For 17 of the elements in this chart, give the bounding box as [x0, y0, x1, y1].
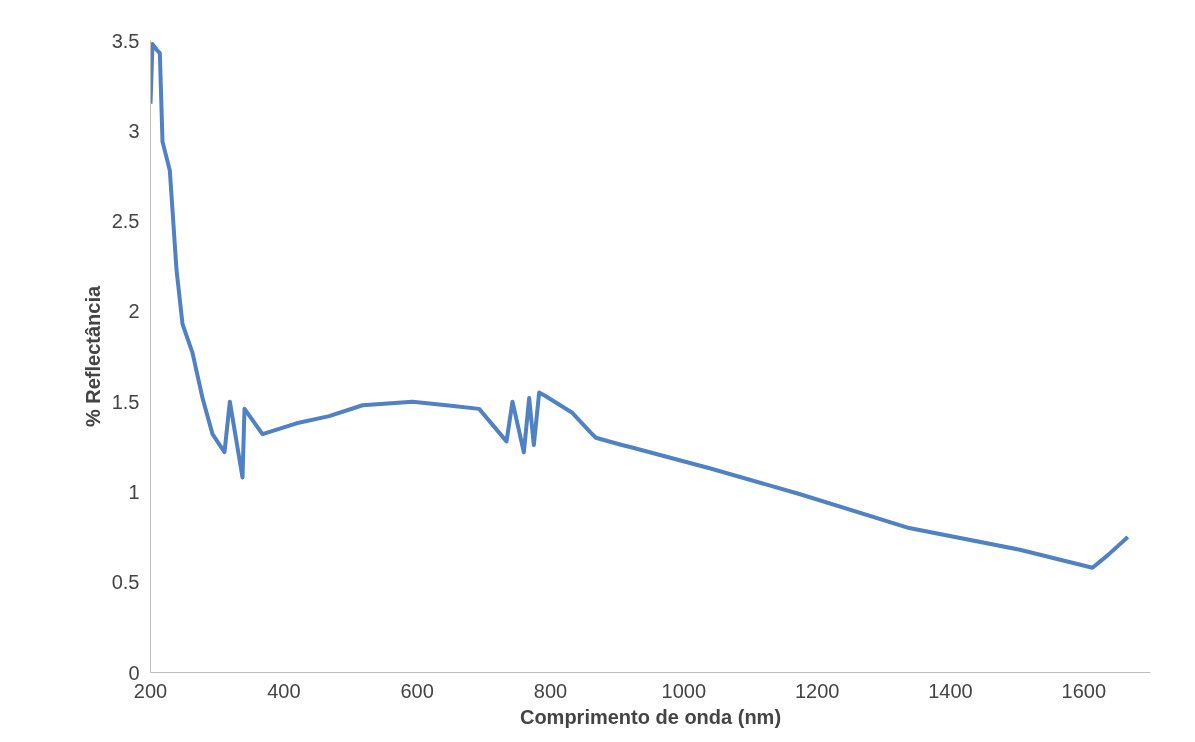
y-tick-label: 1.5 [111, 390, 140, 413]
line-series [150, 42, 1130, 570]
y-tick-label: 2.5 [111, 210, 140, 233]
y-tick-label: 1 [128, 480, 140, 503]
x-tick-label: 1400 [928, 679, 973, 702]
y-tick-label: 2 [128, 300, 140, 323]
y-tick-label: 3 [128, 119, 140, 142]
y-axis-title: % Reflectância [81, 285, 104, 428]
x-axis-title: Comprimento de onda (nm) [519, 705, 782, 728]
x-tick-label: 1000 [661, 679, 707, 702]
y-tick-label: 3.5 [111, 29, 140, 52]
x-tick-label: 1200 [794, 679, 840, 702]
x-tick-label: 1600 [1061, 679, 1107, 702]
y-tick-label: 0.5 [111, 571, 140, 594]
x-tick-label: 400 [267, 679, 301, 702]
x-tick-label: 800 [533, 679, 568, 702]
x-tick-label: 600 [400, 679, 434, 702]
